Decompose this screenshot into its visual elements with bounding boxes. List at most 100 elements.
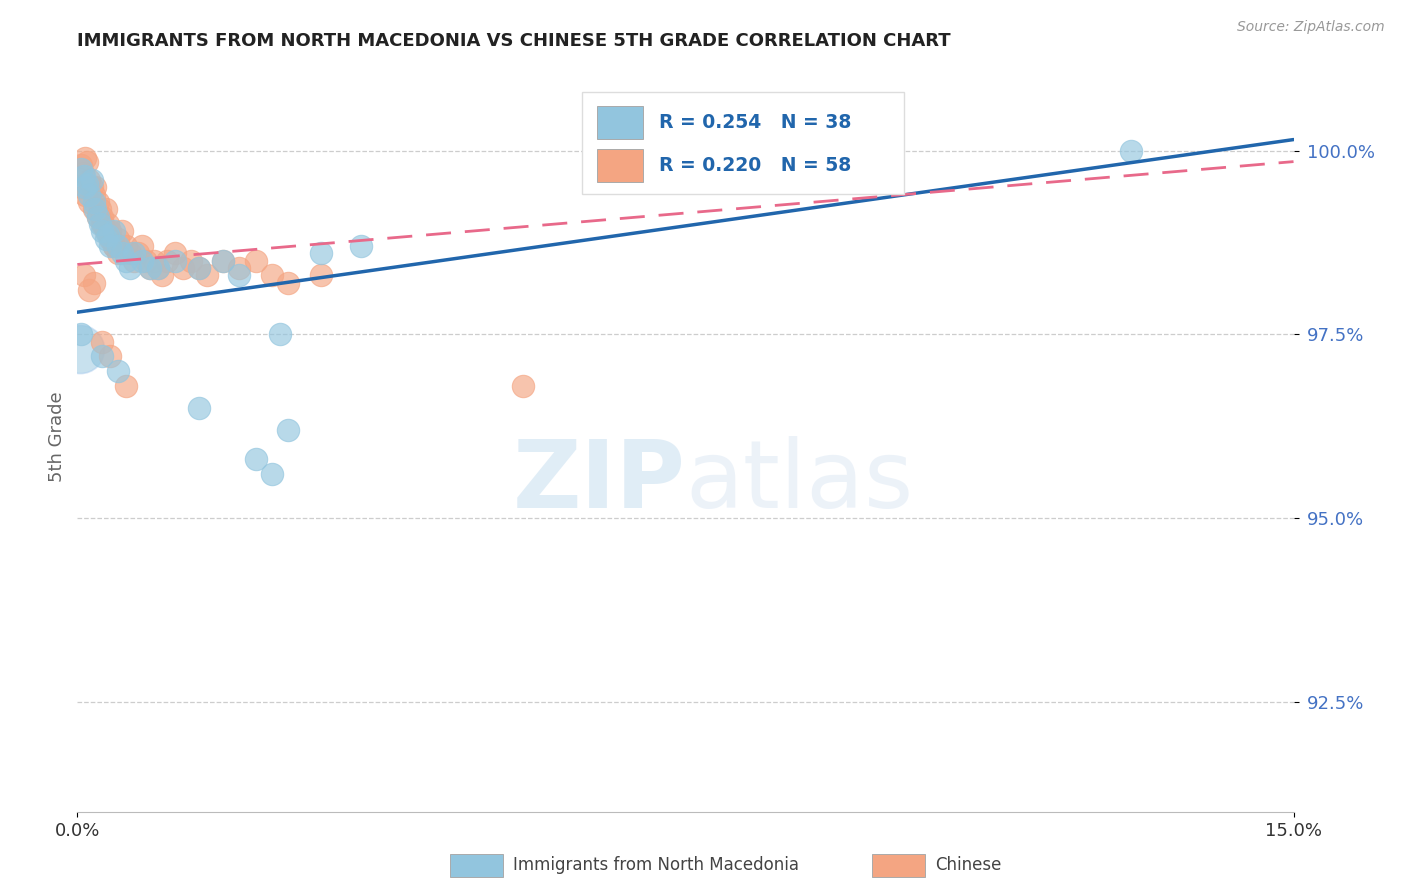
Point <box>245 253 267 268</box>
Point <box>79 283 101 297</box>
Point <box>100 232 122 246</box>
Point <box>90 224 112 238</box>
Point <box>309 246 332 260</box>
Point <box>195 268 218 283</box>
Point <box>83 187 105 202</box>
Point <box>86 194 108 209</box>
Point <box>212 253 235 268</box>
Point <box>79 194 101 209</box>
Point <box>107 239 129 253</box>
Point <box>76 154 98 169</box>
Point <box>228 261 250 276</box>
Point <box>309 268 332 283</box>
Point <box>90 349 112 363</box>
Point <box>131 253 153 268</box>
Point <box>148 261 170 276</box>
Point <box>89 202 111 217</box>
Point <box>188 261 211 276</box>
Point <box>115 239 138 253</box>
Point <box>131 239 153 253</box>
Point <box>1121 144 1143 158</box>
Point <box>188 401 211 415</box>
Point <box>260 268 283 283</box>
Point <box>111 224 134 238</box>
Point <box>107 232 129 246</box>
Text: ZIP: ZIP <box>513 436 686 528</box>
Point <box>139 261 162 276</box>
Point <box>143 253 166 268</box>
Point <box>115 253 138 268</box>
Point <box>97 217 120 231</box>
Point <box>70 158 93 172</box>
Point <box>163 253 186 268</box>
Point <box>86 210 108 224</box>
Point <box>69 342 91 356</box>
Point <box>277 276 299 290</box>
Point <box>118 261 141 276</box>
Point <box>260 467 283 481</box>
Point <box>98 232 121 246</box>
Point <box>91 217 114 231</box>
Point <box>98 349 121 363</box>
Point <box>84 202 107 217</box>
Point <box>75 187 97 202</box>
Point <box>73 169 96 184</box>
Text: Chinese: Chinese <box>935 856 1001 874</box>
Point <box>75 151 97 165</box>
Point <box>94 202 117 217</box>
Point <box>512 378 534 392</box>
Point <box>122 246 145 260</box>
Text: R = 0.254   N = 38: R = 0.254 N = 38 <box>658 113 851 132</box>
Point <box>83 202 105 217</box>
Point <box>115 378 138 392</box>
Point <box>269 327 291 342</box>
Point <box>94 232 117 246</box>
Point <box>76 177 98 191</box>
Text: Immigrants from North Macedonia: Immigrants from North Macedonia <box>513 856 799 874</box>
Point <box>277 423 299 437</box>
Point <box>72 166 94 180</box>
Point <box>90 334 112 349</box>
Point <box>84 180 107 194</box>
Point <box>118 246 141 260</box>
Point <box>70 161 93 176</box>
Point <box>163 246 186 260</box>
Point <box>86 210 108 224</box>
Point <box>122 253 145 268</box>
Point <box>70 180 93 194</box>
Text: Source: ZipAtlas.com: Source: ZipAtlas.com <box>1237 21 1385 34</box>
Y-axis label: 5th Grade: 5th Grade <box>48 392 66 483</box>
Point <box>98 239 121 253</box>
Point <box>103 239 125 253</box>
Point <box>83 194 105 209</box>
Point <box>70 327 93 342</box>
Point <box>97 228 120 243</box>
Point <box>135 253 157 268</box>
Point <box>212 253 235 268</box>
Point <box>107 364 129 378</box>
Point <box>79 187 101 202</box>
Point <box>107 246 129 260</box>
Point <box>180 253 202 268</box>
Point <box>350 239 373 253</box>
Point <box>127 246 149 260</box>
FancyBboxPatch shape <box>582 93 904 194</box>
Point <box>172 261 194 276</box>
Point <box>228 268 250 283</box>
Point <box>103 224 125 238</box>
Point <box>90 210 112 224</box>
Point <box>75 180 97 194</box>
Point <box>79 173 101 187</box>
Point <box>148 261 170 276</box>
Point <box>103 239 125 253</box>
Point <box>98 224 121 238</box>
Point <box>188 261 211 276</box>
Point <box>152 268 174 283</box>
Point <box>73 268 96 283</box>
Point <box>83 276 105 290</box>
Text: IMMIGRANTS FROM NORTH MACEDONIA VS CHINESE 5TH GRADE CORRELATION CHART: IMMIGRANTS FROM NORTH MACEDONIA VS CHINE… <box>77 32 950 50</box>
FancyBboxPatch shape <box>596 149 643 182</box>
Point <box>111 246 134 260</box>
Point <box>139 261 162 276</box>
Point <box>89 217 111 231</box>
